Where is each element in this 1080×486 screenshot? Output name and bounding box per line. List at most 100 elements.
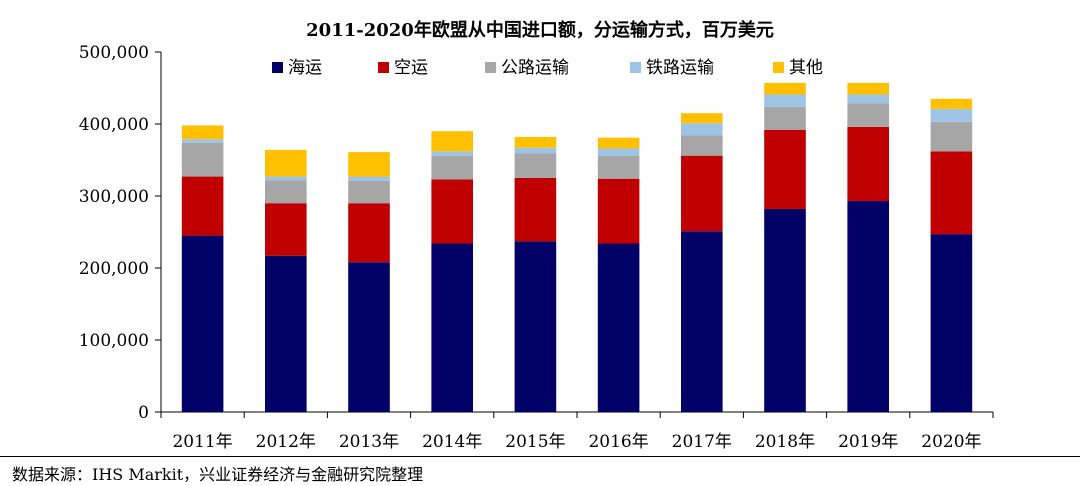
bar-segment [514, 178, 557, 242]
bar-segment [348, 203, 390, 263]
bar-segment [764, 129, 806, 209]
bar-segment [181, 139, 224, 143]
y-tick-label: 400,000 [79, 115, 149, 135]
bar-segment [847, 126, 889, 202]
x-tick-label: 2012年 [256, 432, 316, 452]
bar-stack [930, 98, 973, 412]
bar-segment [930, 121, 973, 152]
legend-item: 海运 [272, 58, 322, 78]
bar-segment [181, 176, 224, 236]
footer-divider [0, 456, 1080, 457]
bar-stack [764, 82, 806, 412]
x-axis: 2011年 2012年 2013年 2014年 2015年 2016年 2017年 2018年… [160, 411, 994, 452]
bar-segment [597, 137, 640, 149]
legend-swatch [773, 62, 784, 73]
bar-segment [265, 176, 307, 181]
bar-segment [681, 113, 723, 124]
bar-segment [597, 148, 640, 156]
chart-title: 2011-2020年欧盟从中国进口额，分运输方式，百万美元 [306, 19, 774, 41]
y-tick-label: 200,000 [79, 259, 149, 279]
bar-segment [930, 151, 973, 235]
bar-segment [681, 155, 723, 232]
legend-label: 公路运输 [501, 58, 569, 78]
bar-segment [930, 108, 973, 122]
bar-stack [181, 125, 224, 412]
legend-item: 铁路运输 [630, 58, 714, 78]
bar-segment [597, 178, 640, 244]
bar-segment [681, 231, 723, 412]
x-tick-label: 2013年 [339, 432, 399, 452]
x-tick-label: 2014年 [422, 432, 482, 452]
stacked-bar-chart: 2011-2020年欧盟从中国进口额，分运输方式，百万美元 海运 空运 公路运输 铁路… [79, 19, 994, 452]
bar-segment [681, 135, 723, 156]
bar-segment [930, 234, 973, 412]
bar-segment [431, 151, 473, 156]
bar-segment [181, 142, 224, 177]
chart-area: 2011-2020年欧盟从中国进口额，分运输方式，百万美元 海运 空运 公路运输 铁路… [79, 19, 994, 452]
bar-stack [847, 82, 889, 412]
x-tick-label: 2015年 [505, 432, 565, 452]
legend-item: 空运 [378, 58, 428, 78]
bar-segment [847, 201, 889, 412]
bar-segment [431, 155, 473, 180]
x-tick-label: 2011年 [172, 432, 232, 452]
bar-stack [597, 137, 640, 412]
bar-segment [597, 243, 640, 412]
bar-segment [265, 180, 307, 204]
bar-segment [847, 94, 889, 104]
bar-segment [431, 179, 473, 244]
bar-segment [597, 155, 640, 179]
bar-stack [431, 131, 473, 412]
bar-segment [514, 147, 557, 154]
legend-swatch [272, 62, 283, 73]
bar-segment [431, 243, 473, 412]
y-tick-label: 500,000 [79, 43, 149, 63]
x-tick-label: 2019年 [838, 432, 898, 452]
legend-swatch [378, 62, 389, 73]
bar-segment [514, 136, 557, 148]
x-tick-label: 2018年 [755, 432, 815, 452]
bar-segment [265, 255, 307, 412]
x-tick-label: 2016年 [588, 432, 648, 452]
bar-segment [847, 103, 889, 127]
bar-segment [431, 131, 473, 152]
bar-stack [681, 113, 723, 412]
bar-stack [265, 149, 307, 412]
legend-label: 其他 [789, 58, 823, 78]
bar-stack [514, 136, 557, 412]
bar-segment [681, 123, 723, 136]
legend-label: 海运 [288, 58, 322, 78]
bar-segment [764, 208, 806, 412]
bar-segment [181, 235, 224, 412]
bar-segment [348, 180, 390, 204]
x-tick-label: 2020年 [921, 432, 981, 452]
bar-segment [348, 176, 390, 181]
bar-segment [265, 203, 307, 256]
bars [181, 82, 973, 412]
bar-stack [348, 152, 390, 412]
bar-segment [348, 262, 390, 412]
legend: 海运 空运 公路运输 铁路运输 其他 [272, 58, 823, 78]
y-tick-label: 300,000 [79, 187, 149, 207]
bar-segment [348, 152, 390, 177]
y-tick-label: 0 [138, 403, 149, 423]
bar-segment [764, 106, 806, 130]
bar-segment [514, 241, 557, 412]
legend-item: 公路运输 [485, 58, 569, 78]
legend-swatch [485, 62, 496, 73]
bar-segment [847, 82, 889, 95]
x-tick-label: 2017年 [672, 432, 732, 452]
source-note: 数据来源：IHS Markit，兴业证券经济与金融研究院整理 [12, 465, 424, 484]
legend-swatch [630, 62, 641, 73]
y-axis: 0 100,000 200,000 300,000 400,000 500,000 [79, 43, 162, 423]
legend-label: 空运 [394, 58, 428, 78]
legend-label: 铁路运输 [646, 58, 714, 78]
bar-segment [181, 125, 224, 140]
bar-segment [265, 149, 307, 177]
bar-segment [764, 82, 806, 95]
y-tick-label: 100,000 [79, 331, 149, 351]
bar-segment [764, 94, 806, 107]
legend-item: 其他 [773, 58, 823, 78]
bar-segment [930, 98, 973, 109]
bar-segment [514, 153, 557, 178]
